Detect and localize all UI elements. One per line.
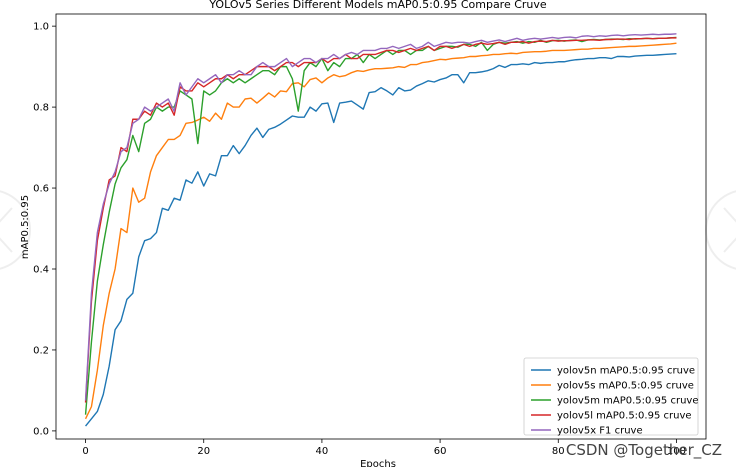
- left-nav-arrow-icon: [0, 190, 31, 270]
- legend-label-2: yolov5m mAP0.5:0.95 cruve: [557, 396, 698, 407]
- plot-frame: [55, 13, 707, 440]
- legend-label-4: yolov5x F1 cruve: [557, 426, 643, 437]
- legend-box: [523, 357, 699, 436]
- legend-label-0: yolov5n mAP0.5:0.95 cruve: [557, 366, 695, 377]
- y-axis-label: mAP0.5:0.95: [20, 195, 31, 259]
- y-tick-label: 0.2: [33, 345, 49, 356]
- y-tick-label: 0.8: [33, 103, 49, 114]
- legend-label-1: yolov5s mAP0.5:0.95 cruve: [557, 381, 694, 392]
- y-axis: 0.0 0.2 0.4 0.6 0.8 1.0: [33, 22, 56, 437]
- series-line-0: [85, 52, 677, 427]
- series-line-3: [84, 37, 677, 403]
- x-tick-label: 20: [197, 446, 210, 457]
- y-tick-label: 0.4: [33, 265, 49, 276]
- x-axis-label: Epochs: [360, 459, 396, 467]
- series-line-1: [84, 42, 677, 420]
- watermark-text: CSDN @Together_CZ: [566, 441, 722, 460]
- y-tick-label: 0.6: [33, 184, 49, 195]
- series-line-4: [84, 33, 677, 401]
- legend-label-3: yolov5l mAP0.5:0.95 cruve: [557, 411, 692, 422]
- x-axis: 0 20 40 60 80 100: [82, 439, 686, 457]
- right-nav-arrow-icon: [705, 190, 736, 270]
- x-tick-label: 100: [667, 446, 686, 457]
- y-tick-label: 0.0: [33, 426, 49, 437]
- x-tick-label: 0: [82, 446, 88, 457]
- x-tick-label: 40: [316, 446, 329, 457]
- x-tick-label: 80: [552, 446, 565, 457]
- chart-title: YOLOv5 Series Different Models mAP0.5:0.…: [208, 0, 547, 11]
- y-tick-label: 1.0: [33, 22, 49, 33]
- legend: yolov5n mAP0.5:0.95 cruve yolov5s mAP0.5:…: [523, 357, 699, 437]
- series-lines: [84, 33, 677, 427]
- x-tick-label: 60: [434, 446, 447, 457]
